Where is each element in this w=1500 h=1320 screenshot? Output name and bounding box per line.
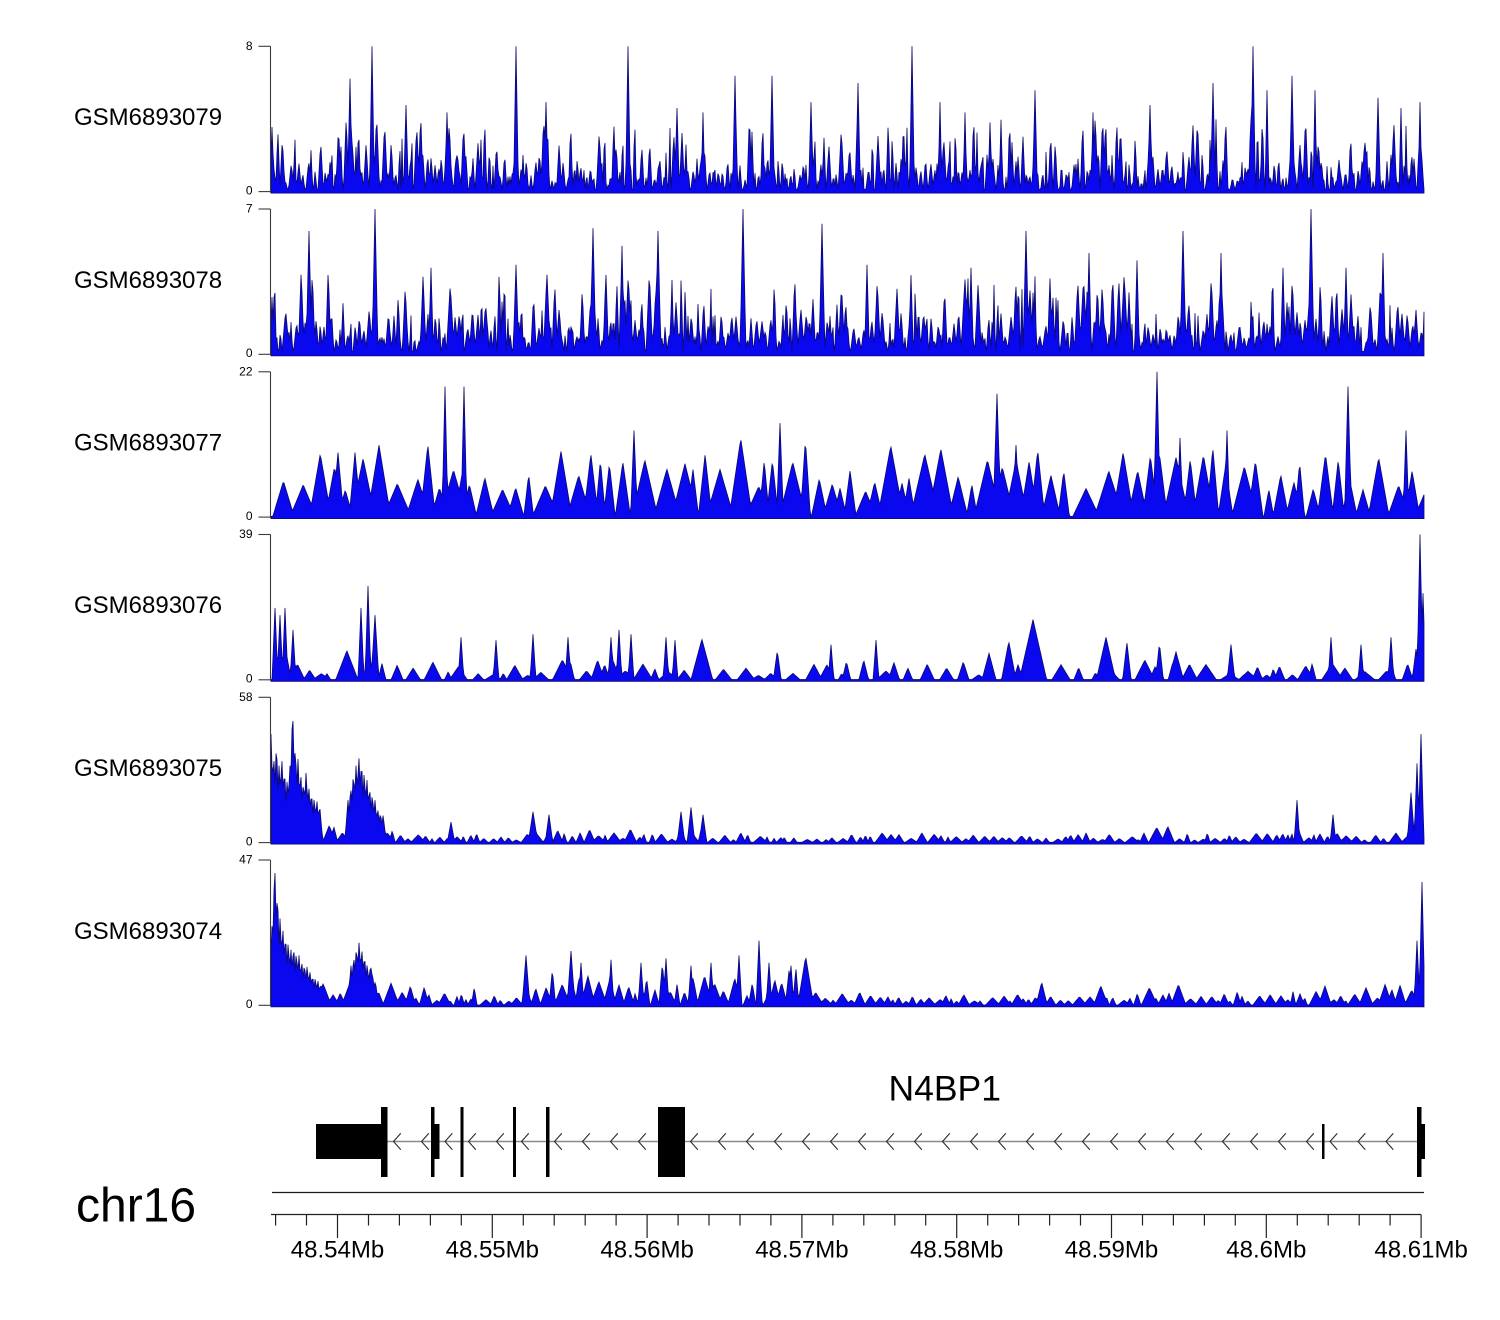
svg-text:0: 0 xyxy=(246,997,253,1011)
svg-text:chr16: chr16 xyxy=(76,1180,196,1233)
svg-text:GSM6893075: GSM6893075 xyxy=(74,755,222,782)
svg-text:48.54Mb: 48.54Mb xyxy=(291,1237,384,1264)
svg-text:0: 0 xyxy=(246,184,253,198)
svg-text:58: 58 xyxy=(239,690,253,704)
svg-text:7: 7 xyxy=(246,202,253,216)
svg-text:22: 22 xyxy=(239,364,253,378)
svg-text:48.58Mb: 48.58Mb xyxy=(910,1237,1003,1264)
svg-text:48.57Mb: 48.57Mb xyxy=(755,1237,848,1264)
svg-text:GSM6893074: GSM6893074 xyxy=(74,918,222,945)
svg-text:48.56Mb: 48.56Mb xyxy=(600,1237,693,1264)
svg-text:48.6Mb: 48.6Mb xyxy=(1226,1237,1306,1264)
svg-text:8: 8 xyxy=(246,39,253,53)
svg-text:48.59Mb: 48.59Mb xyxy=(1065,1237,1158,1264)
svg-text:GSM6893079: GSM6893079 xyxy=(74,104,222,131)
svg-text:0: 0 xyxy=(246,346,253,360)
svg-text:GSM6893077: GSM6893077 xyxy=(74,430,222,457)
svg-text:GSM6893078: GSM6893078 xyxy=(74,267,222,294)
svg-text:GSM6893076: GSM6893076 xyxy=(74,592,222,619)
svg-text:0: 0 xyxy=(246,835,253,849)
svg-text:0: 0 xyxy=(246,672,253,686)
svg-text:48.55Mb: 48.55Mb xyxy=(446,1237,539,1264)
svg-text:47: 47 xyxy=(239,853,253,867)
svg-text:N4BP1: N4BP1 xyxy=(888,1068,1000,1108)
svg-text:0: 0 xyxy=(246,509,253,523)
svg-text:39: 39 xyxy=(239,527,253,541)
svg-text:48.61Mb: 48.61Mb xyxy=(1374,1237,1467,1264)
